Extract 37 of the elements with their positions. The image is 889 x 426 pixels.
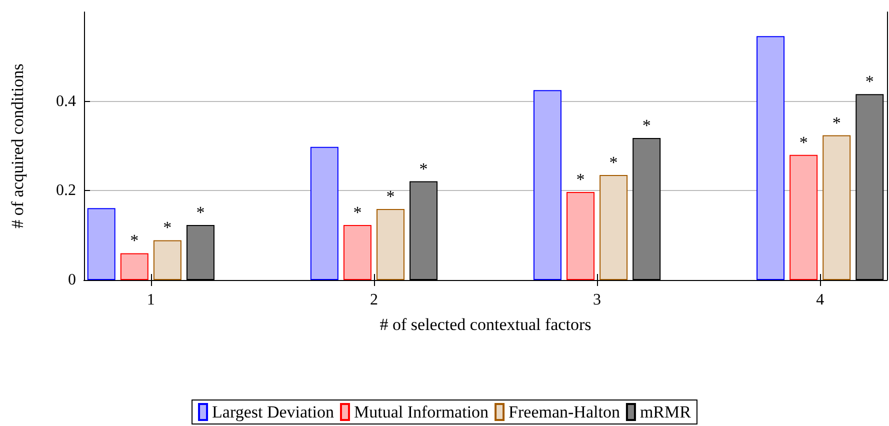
y-tick-label: 0 (68, 272, 76, 288)
bar (822, 135, 851, 280)
legend-label: mRMR (640, 402, 692, 422)
annotation: * (832, 113, 841, 132)
bar (790, 154, 818, 280)
y-tick-label: 0.4 (56, 92, 76, 110)
y-tick-label: 0.2 (56, 182, 76, 200)
annotation: * (196, 203, 205, 222)
bar (566, 192, 595, 280)
annotation: * (130, 231, 139, 250)
legend-label: Largest Deviation (212, 402, 334, 422)
x-tick-label: 4 (816, 292, 824, 308)
x-tick-label: 2 (370, 292, 378, 308)
annotation: * (576, 170, 585, 190)
annotation: * (419, 159, 428, 178)
annotation: * (353, 203, 362, 222)
bar (376, 208, 404, 280)
annotation: * (163, 218, 172, 238)
bar (533, 90, 562, 280)
y-axis-title: # of acquired conditions (8, 64, 27, 228)
bar (343, 225, 372, 280)
legend-label: Mutual Information (354, 402, 490, 422)
annotation: * (386, 186, 395, 206)
annotation: * (865, 72, 874, 92)
bar (600, 175, 628, 280)
bar (87, 208, 116, 280)
bar (120, 253, 148, 280)
bar (756, 36, 785, 280)
bar (153, 240, 182, 280)
annotation: * (642, 116, 651, 135)
bar (310, 146, 338, 280)
annotation: * (609, 153, 618, 172)
x-tick-label: 1 (146, 292, 155, 308)
x-tick-label: 3 (593, 292, 602, 308)
annotation: * (799, 132, 808, 152)
legend-label: Freeman-Halton (508, 402, 620, 422)
x-axis-title: # of selected contextual factors (380, 315, 592, 334)
